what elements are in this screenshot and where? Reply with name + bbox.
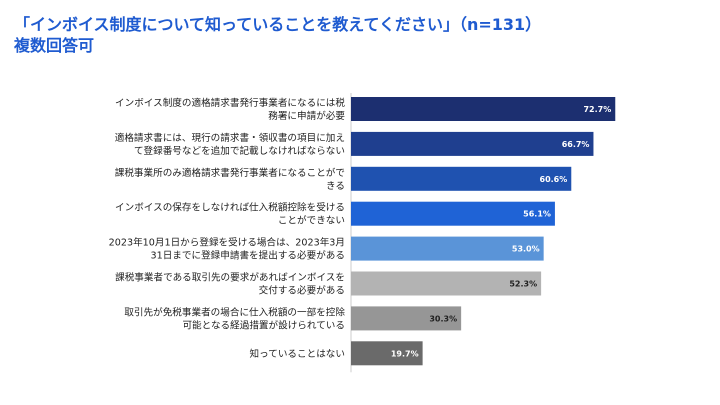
category-label-8: 知っていることはない (250, 348, 345, 360)
category-label-7: 取引先が免税事業者の場合に仕入税額の一部を控除可能となる経過措置が設けられている (124, 306, 345, 331)
value-label-2: 66.7% (562, 140, 590, 149)
value-label-7: 30.3% (429, 314, 457, 323)
bar-5 (351, 236, 544, 261)
bar-1 (351, 97, 616, 121)
category-label-2: 適格請求書には、現行の請求書・領収書の項目に加えて登録番号などを追加で記載しなけ… (115, 132, 345, 157)
value-label-4: 56.1% (523, 210, 551, 219)
chart-subtitle: 複数回答可 (14, 36, 95, 55)
bar-3 (351, 166, 572, 191)
value-label-1: 72.7% (583, 105, 611, 114)
chart-title-block: 「インボイス制度について知っていることを教えてください」（n=131） 複数回答… (14, 14, 714, 56)
bar-6 (351, 271, 542, 296)
value-label-8: 19.7% (391, 349, 419, 358)
value-label-6: 52.3% (509, 280, 537, 289)
bar-7 (351, 306, 462, 331)
chart-title: 「インボイス制度について知っていることを教えてください」（n=131） (14, 15, 542, 34)
value-label-5: 53.0% (512, 245, 540, 254)
bar-2 (351, 131, 594, 156)
category-label-4: インボイスの保存をしなければ仕入税額控除を受けることができない (115, 202, 345, 227)
category-label-5: 2023年10月1日から登録を受ける場合は、2023年3月 31日までに登録申請書… (109, 237, 345, 262)
category-label-3: 課税事業所のみ適格請求書発行事業者になることができる (115, 167, 345, 192)
bar-8 (351, 341, 423, 366)
value-label-3: 60.6% (540, 175, 568, 184)
bar-4 (351, 201, 555, 226)
category-label-1: インボイス制度の適格請求書発行事業者になるには税務署に申請が必要 (115, 97, 345, 122)
category-label-6: 課税事業者である取引先の要求があればインボイスを交付する必要がある (115, 272, 345, 297)
